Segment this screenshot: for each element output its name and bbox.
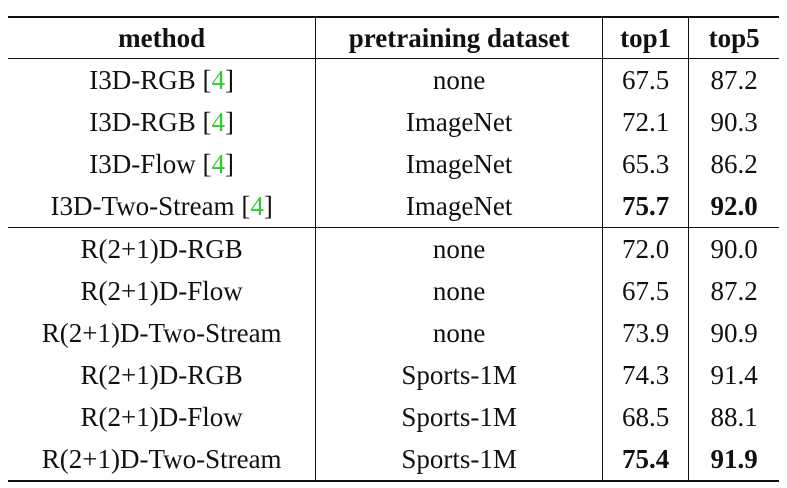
method-cell: R(2+1)D-Two-Stream	[8, 438, 317, 482]
table-row: R(2+1)D-Two-Stream none 73.9 90.9	[8, 312, 779, 354]
method-name: I3D-Two-Stream	[50, 191, 242, 221]
dataset-cell: Sports-1M	[315, 396, 603, 438]
dataset-cell: ImageNet	[315, 143, 603, 185]
method-name: I3D-Flow	[89, 149, 203, 179]
method-cell: I3D-Flow [4]	[8, 143, 317, 185]
method-cell: R(2+1)D-Flow	[8, 270, 317, 312]
dataset-cell: none	[315, 227, 603, 270]
dataset-cell: ImageNet	[315, 101, 603, 143]
citation-link[interactable]: 4	[211, 149, 226, 179]
top5-cell: 90.3	[710, 107, 758, 137]
method-name: I3D-RGB	[89, 107, 203, 137]
top1-cell: 72.1	[602, 101, 690, 143]
dataset-cell: Sports-1M	[315, 438, 603, 482]
top1-cell: 65.3	[602, 143, 690, 185]
top5-cell-best: 92.0	[710, 191, 758, 221]
method-cell: I3D-RGB [4]	[8, 58, 317, 101]
dataset-cell: none	[315, 270, 603, 312]
table-row: R(2+1)D-Flow none 67.5 87.2	[8, 270, 779, 312]
dataset-cell: none	[315, 58, 603, 101]
header-pretraining-dataset: pretraining dataset	[315, 16, 603, 59]
citation-link[interactable]: 4	[211, 65, 226, 95]
dataset-cell: ImageNet	[315, 185, 603, 228]
top1-cell: 67.5	[602, 58, 690, 101]
top1-cell: 68.5	[602, 396, 690, 438]
top1-cell-best: 75.4	[602, 438, 690, 482]
table-row: R(2+1)D-Flow Sports-1M 68.5 88.1	[8, 396, 779, 438]
table-row: R(2+1)D-RGB Sports-1M 74.3 91.4	[8, 354, 779, 396]
method-cell: I3D-RGB [4]	[8, 101, 317, 143]
method-cell: R(2+1)D-RGB	[8, 227, 317, 270]
top5-cell: 88.1	[710, 402, 758, 432]
method-name: I3D-RGB	[89, 65, 203, 95]
header-top5: top5	[688, 16, 779, 59]
top1-cell: 74.3	[602, 354, 690, 396]
top1-cell: 67.5	[602, 270, 690, 312]
table-header-row: method pretraining dataset top1 top5	[8, 16, 779, 59]
top5-cell: 90.9	[710, 318, 758, 348]
header-top1: top1	[602, 16, 690, 59]
dataset-cell: Sports-1M	[315, 354, 603, 396]
top1-cell: 73.9	[602, 312, 690, 354]
top1-cell: 72.0	[602, 227, 690, 270]
method-cell: I3D-Two-Stream [4]	[8, 185, 317, 228]
results-table: method pretraining dataset top1 top5 I3D…	[8, 16, 779, 482]
table-row: I3D-Two-Stream [4] ImageNet 75.7 92.0	[8, 185, 779, 228]
results-table-container: method pretraining dataset top1 top5 I3D…	[8, 0, 779, 482]
top5-cell: 87.2	[710, 65, 758, 95]
top5-cell: 91.4	[710, 360, 758, 390]
header-method: method	[8, 16, 317, 59]
method-cell: R(2+1)D-Flow	[8, 396, 317, 438]
method-cell: R(2+1)D-RGB	[8, 354, 317, 396]
table-row: R(2+1)D-RGB none 72.0 90.0	[8, 227, 779, 270]
top1-cell-best: 75.7	[602, 185, 690, 228]
top5-cell: 90.0	[688, 227, 779, 270]
citation-link[interactable]: 4	[250, 191, 264, 221]
citation-link[interactable]: 4	[211, 107, 226, 137]
table-row: I3D-Flow [4] ImageNet 65.3 86.2	[8, 143, 779, 185]
top5-cell: 87.2	[710, 276, 758, 306]
table-row: I3D-RGB [4] none 67.5 87.2	[8, 58, 779, 101]
method-cell: R(2+1)D-Two-Stream	[8, 312, 317, 354]
top5-cell-best: 91.9	[688, 438, 779, 482]
top5-cell: 86.2	[710, 149, 758, 179]
table-row: R(2+1)D-Two-Stream Sports-1M 75.4 91.9	[8, 438, 779, 482]
table-row: I3D-RGB [4] ImageNet 72.1 90.3	[8, 101, 779, 143]
dataset-cell: none	[315, 312, 603, 354]
